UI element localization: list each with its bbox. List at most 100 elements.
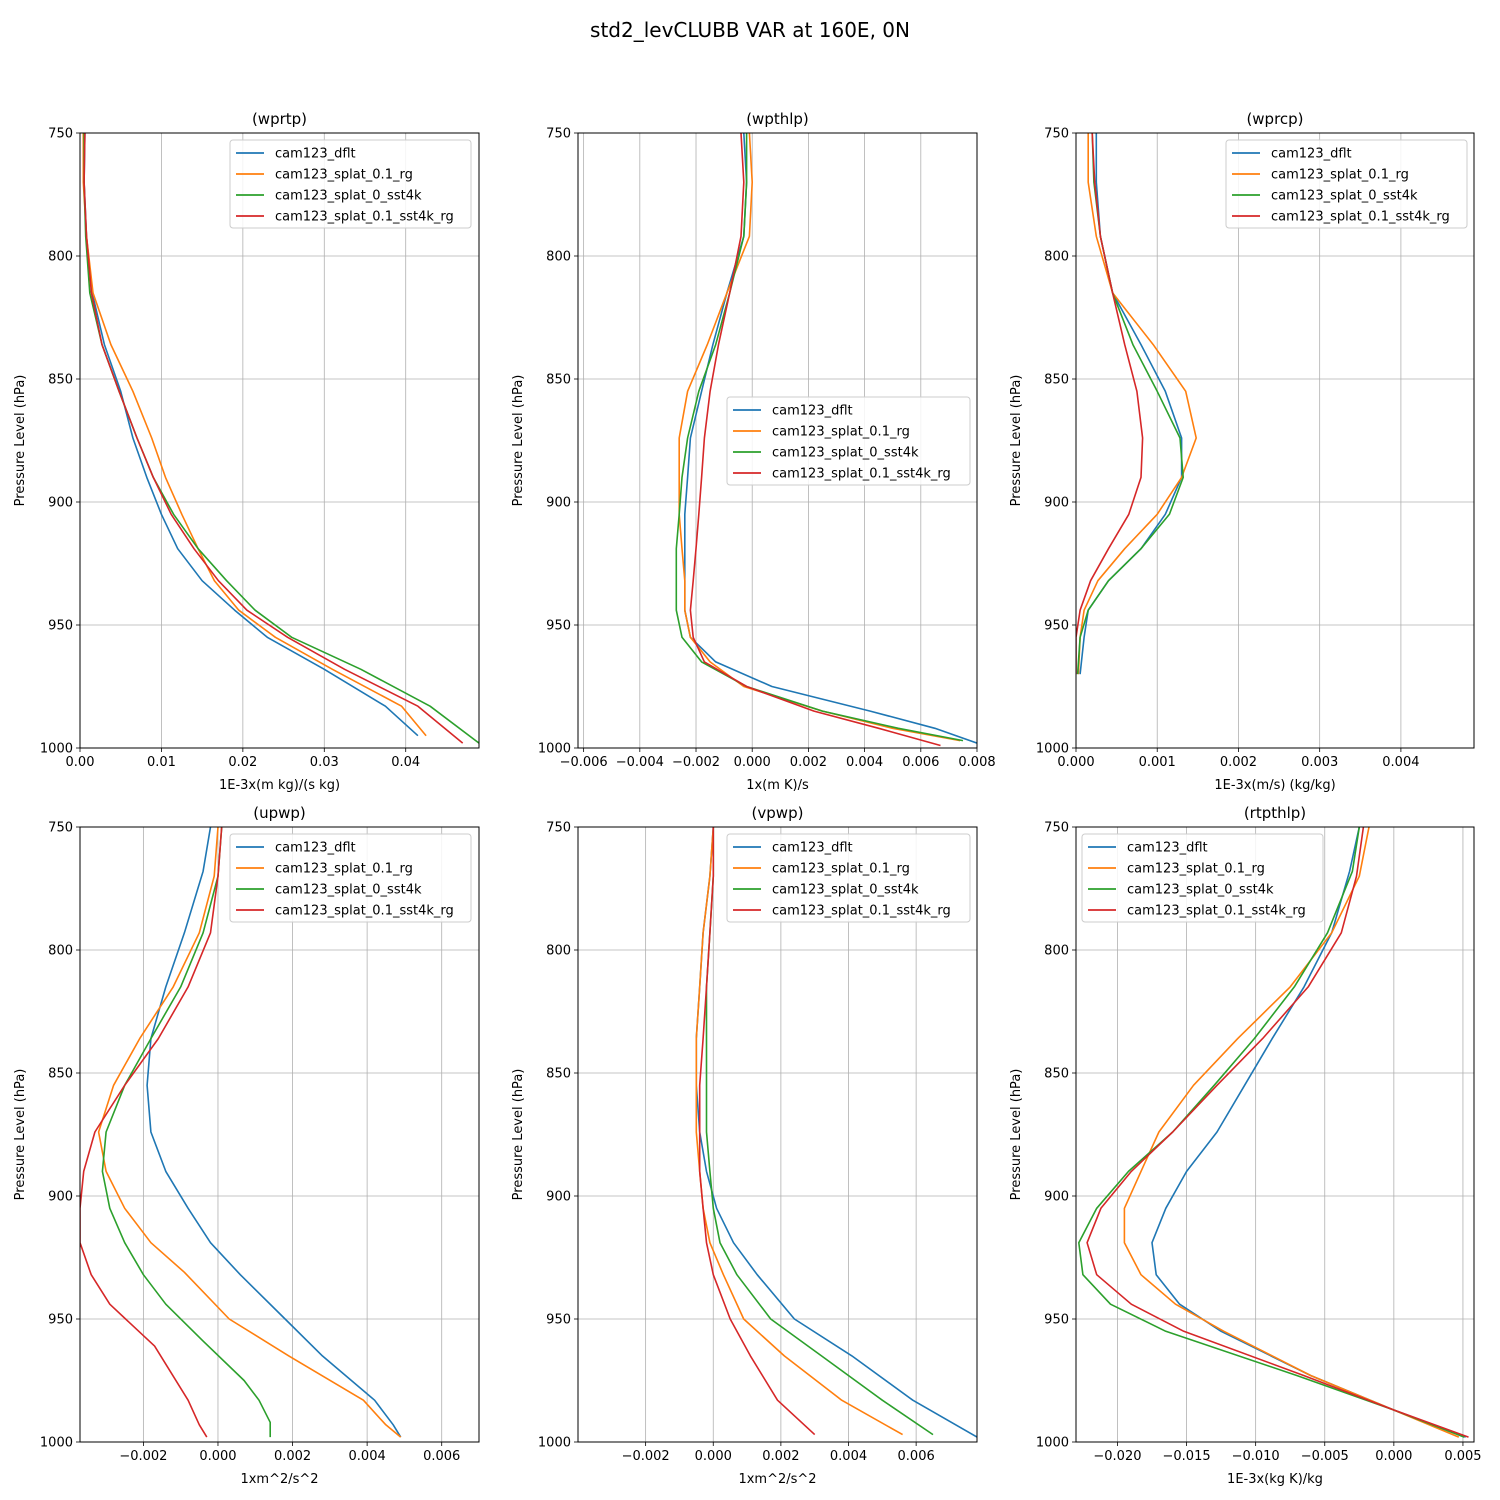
legend-label-cam123_splat_0_sst4k: cam123_splat_0_sst4k: [772, 446, 919, 461]
legend-label-cam123_dflt: cam123_dflt: [1271, 147, 1352, 162]
series-line-cam123_splat_0_sst4k: [83, 133, 479, 744]
y-tick-label: 900: [546, 1190, 571, 1205]
series-group: [695, 827, 977, 1438]
y-tick-label: 900: [1044, 496, 1069, 511]
y-tick-label: 950: [1044, 619, 1069, 634]
legend: cam123_dflt cam123_splat_0.1_rg cam123_spl…: [726, 396, 971, 486]
x-tick-label: 0.002: [790, 755, 827, 770]
x-tick-label: 0.01: [147, 755, 176, 770]
y-axis-label: Pressure Level (hPa): [1009, 375, 1024, 507]
x-tick-label: 0.006: [902, 755, 939, 770]
legend: cam123_dflt cam123_splat_0.1_rg cam123_spl…: [229, 139, 472, 229]
y-tick-label: 800: [48, 250, 73, 265]
x-tick-label: 0.006: [423, 1449, 460, 1464]
x-tick-label: 0.005: [1444, 1449, 1481, 1464]
y-tick-label: 1000: [40, 1436, 73, 1451]
x-tick-label: 0.04: [391, 755, 420, 770]
plot-frame: [577, 132, 978, 749]
legend-label-cam123_splat_0_sst4k: cam123_splat_0_sst4k: [275, 883, 422, 898]
x-tick-label: 0.000: [1057, 755, 1094, 770]
series-line-cam123_dflt: [146, 827, 402, 1438]
x-tick-label: 0.000: [199, 1449, 236, 1464]
series-line-cam123_dflt: [683, 133, 977, 744]
panel-title: (vpwp): [752, 804, 804, 822]
legend: cam123_dflt cam123_splat_0.1_rg cam123_spl…: [1225, 139, 1468, 229]
y-tick-label: 1000: [1036, 742, 1069, 757]
y-axis-label: Pressure Level (hPa): [511, 1069, 526, 1201]
figure-title: std2_levCLUBB VAR at 160E, 0N: [590, 18, 910, 42]
legend-label-cam123_dflt: cam123_dflt: [1127, 841, 1208, 856]
y-tick-label: 800: [1044, 944, 1069, 959]
y-tick-label: 750: [546, 821, 571, 836]
series-line-cam123_splat_0.1_sst4k_rg: [689, 133, 941, 747]
series-line-cam123_splat_0.1_sst4k_rg: [80, 827, 223, 1438]
plot-frame: [79, 826, 480, 1443]
y-tick-label: 800: [546, 944, 571, 959]
x-tick-label: 0.000: [734, 755, 771, 770]
y-tick-label: 1000: [40, 742, 73, 757]
legend-label-cam123_splat_0.1_rg: cam123_splat_0.1_rg: [1127, 862, 1265, 877]
y-tick-label: 900: [546, 496, 571, 511]
y-tick-label: 850: [48, 373, 73, 388]
y-tick-label: 750: [48, 127, 73, 142]
y-tick-label: 850: [48, 1067, 73, 1082]
chart-panel-4: −0.002 0.000 0.002 0.004 0.006 750 800 850 900 95…: [13, 804, 480, 1487]
x-axis-label: 1xm^2/s^2: [738, 1472, 816, 1487]
series-line-cam123_splat_0_sst4k: [1078, 827, 1465, 1438]
y-tick-label: 800: [1044, 250, 1069, 265]
y-tick-label: 1000: [538, 1436, 571, 1451]
x-tick-label: 0.00: [66, 755, 95, 770]
x-tick-label: 0.001: [1139, 755, 1176, 770]
panel-title: (wprcp): [1246, 110, 1303, 128]
panel-title: (rtpthlp): [1244, 804, 1306, 822]
x-tick-label: 0.004: [846, 755, 883, 770]
y-tick-label: 900: [48, 496, 73, 511]
y-tick-label: 750: [546, 127, 571, 142]
legend-label-cam123_splat_0_sst4k: cam123_splat_0_sst4k: [1271, 189, 1418, 204]
series-group: [80, 827, 402, 1438]
y-tick-label: 850: [546, 373, 571, 388]
y-tick-label: 1000: [538, 742, 571, 757]
panel-title: (upwp): [253, 804, 306, 822]
legend-label-cam123_dflt: cam123_dflt: [275, 841, 356, 856]
x-tick-label: −0.010: [1232, 1449, 1280, 1464]
series-group: [82, 133, 479, 744]
series-group: [675, 133, 977, 747]
x-tick-label: 0.03: [310, 755, 339, 770]
legend-box: [229, 833, 472, 923]
y-axis-label: Pressure Level (hPa): [13, 1069, 28, 1201]
x-tick-label: −0.015: [1163, 1449, 1211, 1464]
x-tick-label: 0.003: [1301, 755, 1338, 770]
legend-label-cam123_splat_0.1_sst4k_rg: cam123_splat_0.1_sst4k_rg: [275, 210, 454, 225]
y-tick-label: 950: [48, 619, 73, 634]
chart-panel-6: −0.020 −0.015 −0.010 −0.005 0.000 0.005 750 800…: [1009, 804, 1482, 1487]
series-line-cam123_splat_0.1_rg: [1077, 133, 1197, 675]
y-tick-label: 950: [546, 619, 571, 634]
series-line-cam123_splat_0.1_sst4k_rg: [83, 133, 464, 744]
legend-box: [1225, 139, 1468, 229]
y-tick-label: 850: [1044, 1067, 1069, 1082]
legend-label-cam123_dflt: cam123_dflt: [275, 147, 356, 162]
y-tick-label: 800: [48, 944, 73, 959]
series-line-cam123_splat_0.1_sst4k_rg: [698, 827, 816, 1436]
legend: cam123_dflt cam123_splat_0.1_rg cam123_spl…: [726, 833, 971, 923]
legend-label-cam123_dflt: cam123_dflt: [772, 841, 853, 856]
y-tick-label: 950: [1044, 1313, 1069, 1328]
chart-panel-1: 0.00 0.01 0.02 0.03 0.04 750 800 850 900 950 1000 (…: [13, 110, 480, 793]
series-group: [1076, 133, 1197, 675]
x-tick-label: 0.000: [1375, 1449, 1412, 1464]
x-axis-label: 1E-3x(m kg)/(s kg): [219, 778, 340, 793]
chart-panel-3: 0.000 0.001 0.002 0.003 0.004 750 800 850 900 950…: [1009, 110, 1475, 793]
chart-panel-5: −0.002 0.000 0.002 0.004 0.006 750 800 850 900 95…: [511, 804, 978, 1487]
series-line-cam123_splat_0.1_rg: [97, 827, 402, 1438]
x-tick-label: 0.002: [274, 1449, 311, 1464]
x-axis-label: 1xm^2/s^2: [240, 1472, 318, 1487]
legend-label-cam123_splat_0.1_sst4k_rg: cam123_splat_0.1_sst4k_rg: [1271, 210, 1450, 225]
x-tick-label: 0.004: [349, 1449, 386, 1464]
legend: cam123_dflt cam123_splat_0.1_rg cam123_spl…: [229, 833, 472, 923]
legend-label-cam123_splat_0_sst4k: cam123_splat_0_sst4k: [772, 883, 919, 898]
panel-title: (wpthlp): [746, 110, 809, 128]
x-tick-label: 0.002: [1220, 755, 1257, 770]
plot-frame: [1075, 132, 1475, 749]
series-line-cam123_splat_0.1_sst4k_rg: [1076, 133, 1144, 675]
